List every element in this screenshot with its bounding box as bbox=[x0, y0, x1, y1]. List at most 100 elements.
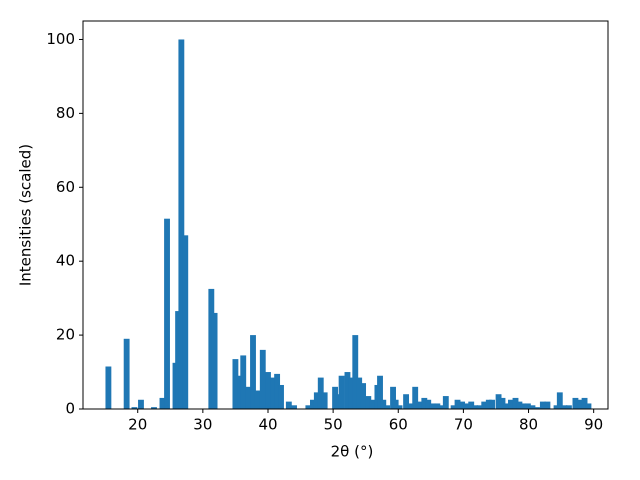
bar bbox=[123, 338, 130, 409]
x-tick-label: 90 bbox=[584, 416, 603, 434]
bar bbox=[425, 399, 432, 409]
bar bbox=[332, 386, 339, 409]
bar bbox=[481, 401, 488, 409]
bar bbox=[403, 394, 410, 409]
bar bbox=[390, 386, 396, 409]
bar bbox=[524, 403, 531, 409]
bar bbox=[553, 405, 560, 409]
bar bbox=[581, 397, 588, 409]
bar bbox=[495, 394, 502, 409]
bar bbox=[175, 311, 182, 409]
bar bbox=[476, 405, 483, 409]
bar bbox=[274, 373, 281, 409]
bar bbox=[468, 401, 475, 409]
bar bbox=[434, 403, 441, 409]
bar bbox=[380, 399, 387, 409]
y-tick-label: 0 bbox=[65, 400, 75, 418]
bar bbox=[396, 405, 403, 409]
bar bbox=[421, 397, 428, 409]
x-tick-label: 60 bbox=[389, 416, 408, 434]
y-tick-label: 40 bbox=[56, 252, 75, 270]
bar bbox=[265, 372, 271, 409]
bar bbox=[459, 401, 466, 409]
bar bbox=[240, 355, 247, 409]
bar bbox=[392, 399, 399, 409]
bar bbox=[365, 396, 372, 409]
bar bbox=[285, 401, 292, 409]
y-tick-label: 20 bbox=[56, 326, 75, 344]
bar bbox=[489, 399, 495, 409]
bar bbox=[556, 392, 563, 409]
bar bbox=[105, 366, 112, 409]
bar bbox=[250, 335, 256, 409]
bar bbox=[159, 397, 166, 409]
bar bbox=[317, 377, 324, 409]
bar bbox=[344, 372, 351, 409]
bar bbox=[577, 399, 583, 409]
x-tick-label: 50 bbox=[324, 416, 343, 434]
bar bbox=[516, 401, 523, 409]
bar bbox=[503, 403, 510, 409]
bar bbox=[442, 396, 449, 409]
x-tick-label: 70 bbox=[454, 416, 473, 434]
bar bbox=[450, 405, 457, 409]
bar bbox=[321, 392, 328, 409]
bar bbox=[463, 403, 469, 409]
bar bbox=[211, 312, 218, 409]
x-tick-label: 30 bbox=[193, 416, 212, 434]
bar bbox=[313, 392, 320, 409]
x-axis-label: 2θ (°) bbox=[331, 443, 374, 461]
bar bbox=[278, 384, 284, 409]
bar bbox=[512, 397, 519, 409]
bar bbox=[310, 399, 316, 409]
bar bbox=[352, 335, 359, 409]
bar bbox=[454, 399, 461, 409]
bar bbox=[245, 386, 252, 409]
bar bbox=[178, 39, 185, 409]
bar bbox=[138, 399, 144, 409]
x-tick-label: 40 bbox=[258, 416, 277, 434]
bar bbox=[360, 383, 367, 409]
bar bbox=[416, 401, 423, 409]
bar bbox=[534, 407, 540, 409]
bar bbox=[439, 405, 446, 409]
x-tick-label: 80 bbox=[519, 416, 538, 434]
bar bbox=[377, 375, 383, 409]
bar bbox=[485, 399, 492, 409]
bar bbox=[338, 375, 345, 409]
bar bbox=[237, 375, 243, 409]
bar bbox=[232, 359, 239, 409]
x-tick-label: 20 bbox=[128, 416, 147, 434]
y-axis-label: Intensities (scaled) bbox=[17, 144, 35, 286]
bar bbox=[565, 405, 572, 409]
bar bbox=[412, 386, 419, 409]
bar bbox=[305, 405, 312, 409]
y-tick-label: 100 bbox=[46, 30, 75, 48]
bar bbox=[356, 377, 363, 409]
bar bbox=[429, 403, 436, 409]
bar bbox=[369, 399, 376, 409]
bar bbox=[585, 403, 592, 409]
bar bbox=[270, 377, 277, 409]
bar bbox=[561, 405, 568, 409]
y-tick-label: 60 bbox=[56, 178, 75, 196]
bar bbox=[572, 397, 579, 409]
bar bbox=[151, 407, 157, 409]
bar bbox=[131, 407, 138, 409]
bar bbox=[529, 405, 536, 409]
bar bbox=[348, 377, 355, 409]
bar bbox=[472, 405, 479, 409]
bar bbox=[291, 405, 297, 409]
bar bbox=[499, 397, 506, 409]
bar bbox=[384, 405, 391, 409]
axes-frame bbox=[82, 20, 609, 410]
bar bbox=[259, 349, 266, 409]
bar bbox=[164, 218, 170, 409]
bar bbox=[508, 399, 514, 409]
bar bbox=[254, 390, 261, 409]
bar bbox=[539, 401, 546, 409]
bar bbox=[208, 288, 215, 409]
bar bbox=[520, 403, 527, 409]
bar bbox=[544, 401, 551, 409]
